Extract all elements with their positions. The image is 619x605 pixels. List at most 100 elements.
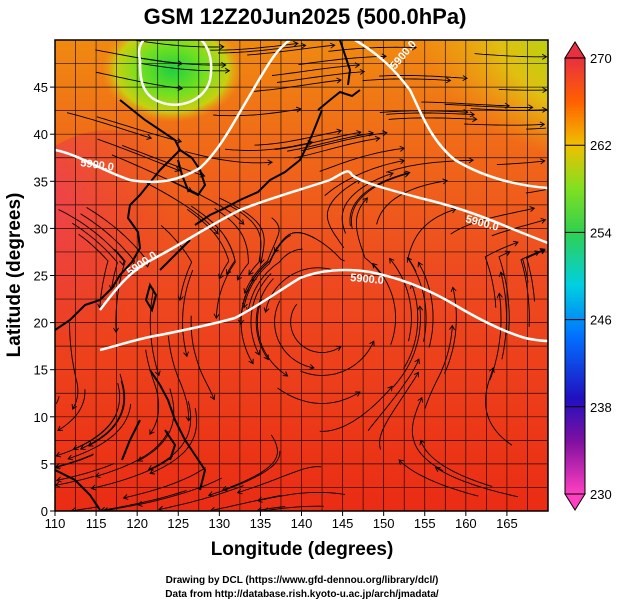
streamline-arrow <box>472 116 478 123</box>
streamline-arrow <box>450 207 457 214</box>
streamline-arrow <box>389 257 395 264</box>
streamline-arrow <box>534 250 541 256</box>
lon-tick-label: 135 <box>250 516 272 531</box>
streamline <box>78 233 109 309</box>
streamline-arrow <box>213 228 219 235</box>
lat-tick-label: 45 <box>34 80 48 95</box>
streamline-arrow <box>540 158 546 165</box>
streamline-arrow <box>224 67 231 74</box>
streamline <box>293 137 380 159</box>
streamline <box>386 112 475 116</box>
colorbar-ticks <box>565 57 585 495</box>
streamline-arrow <box>282 371 289 377</box>
streamline <box>300 340 375 376</box>
streamline <box>240 279 254 364</box>
streamline <box>464 123 545 126</box>
streamline <box>491 219 546 237</box>
streamline-arrow <box>174 166 181 172</box>
streamline-arrow <box>67 454 74 461</box>
lon-tick-label: 130 <box>208 516 230 531</box>
lat-tick-labels: 0 5 10 15 20 25 30 35 40 45 <box>34 80 48 519</box>
streamline <box>435 467 519 498</box>
streamline <box>450 207 535 235</box>
streamline-arrow <box>406 256 412 263</box>
streamline-arrow <box>79 444 86 450</box>
colorbar-label: 246 <box>590 313 612 328</box>
streamline <box>526 127 547 130</box>
lon-tick-label: 125 <box>167 516 189 531</box>
streamline-arrow <box>417 396 424 403</box>
streamline-arrow <box>529 206 536 213</box>
streamline <box>86 207 150 268</box>
streamline <box>470 108 547 111</box>
streamline-arrow <box>489 367 495 373</box>
streamline <box>350 173 409 230</box>
streamline <box>379 372 419 450</box>
streamline-arrow <box>528 104 534 111</box>
streamline <box>100 490 187 511</box>
colorbar-label: 270 <box>590 51 612 66</box>
streamline-arrow <box>219 43 225 50</box>
streamline <box>137 388 175 462</box>
streamline <box>526 249 546 302</box>
streamline-arrow <box>381 53 387 60</box>
streamline <box>160 225 193 301</box>
lon-tick-labels: 110 115 120 125 130 135 140 145 150 155 160 165 <box>45 516 518 531</box>
streamline <box>190 315 215 400</box>
streamline <box>263 505 324 511</box>
streamline-arrow <box>258 258 265 265</box>
streamline-arrow <box>209 394 216 401</box>
streamline <box>121 144 205 177</box>
contour-south <box>99 268 548 352</box>
streamline-arrow <box>87 441 94 447</box>
credit-data: Data from http://database.rish.kyoto-u.a… <box>165 589 439 600</box>
streamline-arrow <box>113 327 119 334</box>
streamline <box>298 55 387 65</box>
streamline-arrow <box>542 106 548 113</box>
streamline-arrow <box>55 476 62 483</box>
streamline-arrow <box>146 134 153 140</box>
streamline-arrow <box>183 351 189 358</box>
streamline <box>123 467 206 499</box>
streamline-arrow <box>57 425 63 431</box>
streamline <box>274 131 361 151</box>
streamline-arrow <box>540 217 547 224</box>
streamline-arrow <box>336 77 342 84</box>
streamline-arrow <box>147 465 154 471</box>
contour-label-4: 5900.0 <box>350 272 385 287</box>
streamline-arrow <box>434 466 441 473</box>
streamline <box>250 273 272 356</box>
streamline <box>355 197 382 276</box>
streamline <box>73 382 121 450</box>
lon-tick-label: 150 <box>373 516 395 531</box>
streamline <box>255 278 274 360</box>
streamline <box>80 213 135 277</box>
streamline <box>182 269 194 357</box>
streamline-arrow <box>293 40 299 47</box>
colorbar-gradient <box>564 57 586 495</box>
colorbar-labels: 270 262 254 246 238 230 <box>590 51 612 502</box>
streamline <box>95 71 183 90</box>
streamline-arrow <box>372 262 378 269</box>
lon-tick-label: 165 <box>496 516 518 531</box>
streamline <box>55 454 94 469</box>
streamline-arrow <box>539 121 546 128</box>
streamline-arrow <box>449 324 455 331</box>
streamline-arrow <box>368 130 374 137</box>
streamline-arrow <box>411 44 418 51</box>
streamline-arrow <box>248 358 254 365</box>
streamline <box>489 293 502 381</box>
streamline <box>424 325 453 409</box>
streamline <box>253 79 342 92</box>
lat-tick-label: 10 <box>34 410 48 425</box>
streamline <box>58 209 125 265</box>
streamline-arrow <box>300 42 307 49</box>
streamline-arrow <box>177 85 184 92</box>
streamline <box>389 258 412 342</box>
streamline <box>67 403 132 460</box>
streamline-arrow <box>308 364 315 370</box>
streamline-arrow <box>251 276 257 283</box>
streamline-arrow <box>226 269 232 275</box>
lat-tick-label: 25 <box>34 269 48 284</box>
